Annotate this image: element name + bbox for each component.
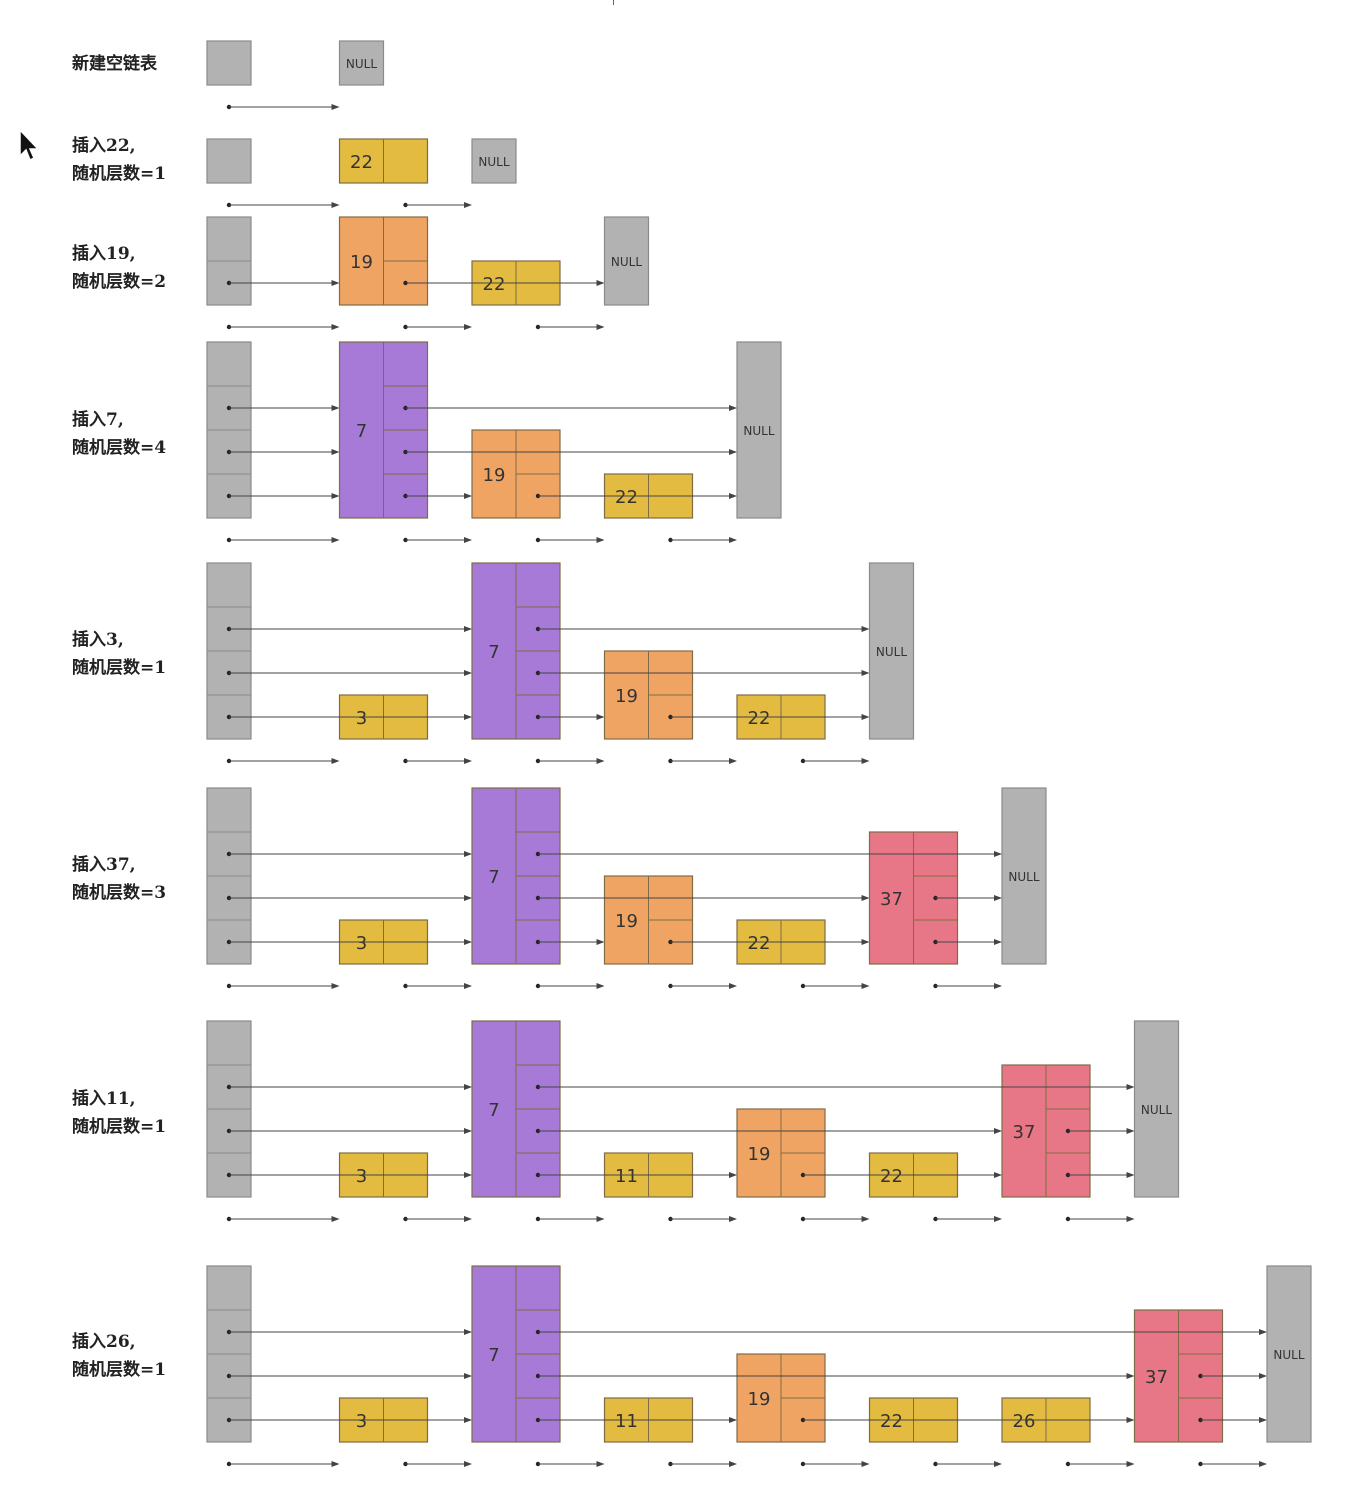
node-key: 7 (488, 1345, 499, 1366)
row-label-line: 随机层数=1 (72, 1117, 167, 1137)
head-node (206, 40, 252, 86)
head-node (206, 138, 252, 184)
node-key: 3 (356, 708, 367, 729)
node-key: 7 (488, 867, 499, 888)
row-label-line: 随机层数=4 (72, 438, 167, 458)
row-label-line: 随机层数=3 (72, 883, 167, 903)
null-node (1266, 1265, 1312, 1443)
skip-list-row: 19 22 NULL (206, 216, 650, 330)
skip-list-row: 22 NULL (206, 138, 517, 208)
row-label-line: 随机层数=1 (72, 164, 167, 184)
node-key: 7 (488, 642, 499, 663)
row-label-line: 插入3, (72, 630, 124, 650)
skip-list-row: NULL (206, 40, 385, 110)
row-label-line: 随机层数=1 (72, 658, 167, 678)
node-key: 7 (488, 1100, 499, 1121)
node-key: 22 (615, 487, 638, 508)
node-key: 19 (748, 1144, 771, 1165)
node-key: 37 (1145, 1367, 1168, 1388)
row-label: 插入19, 随机层数=2 (72, 240, 166, 296)
node-key: 22 (483, 274, 506, 295)
row-label-line: 插入22, (72, 136, 136, 156)
null-node (338, 40, 385, 86)
null-label: NULL (346, 57, 377, 71)
row-label-line: 插入19, (72, 244, 136, 264)
row-label: 插入7, 随机层数=4 (72, 406, 166, 462)
null-node (736, 341, 782, 519)
row-label-line: 插入37, (72, 855, 136, 875)
node-key: 19 (483, 465, 506, 486)
node-key: 19 (350, 252, 373, 273)
null-label: NULL (478, 155, 509, 169)
row-label-line: 插入7, (72, 410, 124, 430)
null-node (471, 138, 517, 184)
node-key: 19 (615, 911, 638, 932)
node-key: 22 (748, 708, 771, 729)
node-key: 22 (350, 152, 373, 173)
row-label: 新建空链表 (72, 50, 157, 78)
row-label: 插入37, 随机层数=3 (72, 851, 166, 907)
node-key: 22 (748, 933, 771, 954)
row-label: 插入26, 随机层数=1 (72, 1328, 166, 1384)
node-key: 3 (356, 933, 367, 954)
null-label: NULL (1141, 1103, 1172, 1117)
null-label: NULL (876, 645, 907, 659)
null-label: NULL (743, 424, 774, 438)
null-label: NULL (611, 255, 642, 269)
mouse-pointer-icon (19, 128, 40, 162)
node-key: 37 (1013, 1122, 1036, 1143)
skip-list-row: 7 19 22 NULL (206, 341, 782, 543)
row-label: 插入11, 随机层数=1 (72, 1085, 166, 1141)
node-key: 3 (356, 1411, 367, 1432)
null-label: NULL (1273, 1348, 1304, 1362)
null-node (603, 216, 650, 306)
row-label: 插入3, 随机层数=1 (72, 626, 166, 682)
row-label-line: 随机层数=2 (72, 272, 167, 292)
row-label-line: 插入26, (72, 1332, 136, 1352)
row-label: 插入22, 随机层数=1 (72, 132, 166, 188)
node-key: 37 (880, 889, 903, 910)
top-tick-mark (613, 0, 614, 5)
row-label-line: 新建空链表 (72, 54, 157, 74)
node-key: 22 (880, 1166, 903, 1187)
node-key: 19 (748, 1389, 771, 1410)
null-node (1133, 1020, 1180, 1198)
node-key: 11 (615, 1411, 638, 1432)
node-key: 19 (615, 686, 638, 707)
null-node (1001, 787, 1047, 965)
skip-list-row: 3 7 19 22 NULL (206, 562, 915, 764)
node-key: 7 (356, 421, 367, 442)
row-label-line: 随机层数=1 (72, 1360, 167, 1380)
node-key: 3 (356, 1166, 367, 1187)
node-key: 22 (880, 1411, 903, 1432)
null-node (868, 562, 915, 740)
row-label-line: 插入11, (72, 1089, 136, 1109)
null-label: NULL (1008, 870, 1039, 884)
node-key: 11 (615, 1166, 638, 1187)
node-key: 26 (1013, 1411, 1036, 1432)
